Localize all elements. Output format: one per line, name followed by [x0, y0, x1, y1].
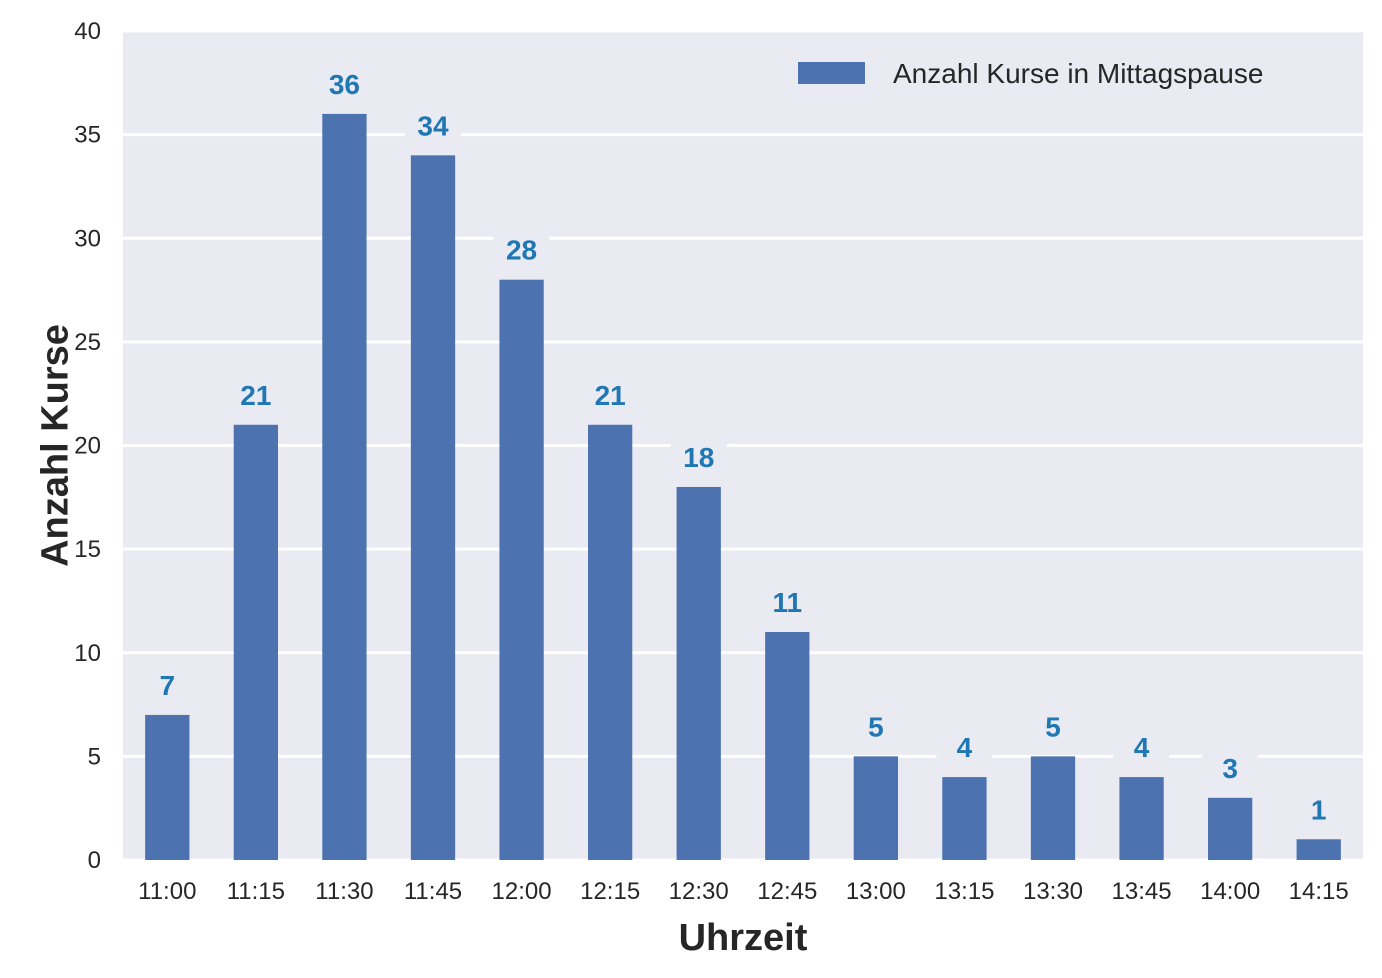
legend: Anzahl Kurse in Mittagspause	[798, 58, 1263, 89]
x-tick-label: 13:00	[846, 878, 906, 905]
bar	[145, 714, 190, 860]
y-tick-label: 25	[74, 329, 101, 356]
bar	[588, 424, 633, 860]
legend-label: Anzahl Kurse in Mittagspause	[893, 58, 1263, 89]
data-label-box	[847, 710, 904, 747]
bar	[322, 113, 367, 860]
bar	[410, 155, 456, 861]
y-tick-label: 40	[74, 18, 101, 45]
bar	[1119, 777, 1164, 860]
data-label: 3	[1222, 753, 1238, 784]
data-label: 36	[329, 69, 360, 100]
data-label: 1	[1311, 794, 1327, 825]
data-label-box	[316, 67, 373, 104]
y-tick-label: 20	[74, 433, 101, 460]
data-label-box	[1025, 710, 1081, 747]
x-tick-label: 12:45	[757, 878, 817, 905]
data-label-box	[227, 378, 284, 415]
y-tick-label: 15	[74, 536, 101, 563]
x-tick-label: 12:30	[669, 878, 729, 905]
legend-swatch	[798, 62, 865, 84]
x-tick-label: 11:45	[404, 878, 462, 905]
data-label: 21	[595, 380, 626, 411]
data-label-box	[493, 233, 550, 270]
data-label-box	[139, 668, 196, 705]
data-label: 4	[1134, 732, 1150, 763]
data-label-box	[1290, 793, 1347, 830]
y-axis-ticks: 0 5 10 15 20 25 30 35 40	[74, 18, 101, 874]
data-label-box	[582, 378, 639, 415]
data-label: 34	[417, 110, 449, 141]
x-tick-label: 13:15	[934, 878, 994, 905]
y-tick-label: 10	[74, 640, 101, 667]
x-tick-label: 12:00	[492, 878, 552, 905]
x-tick-label: 11:30	[315, 878, 373, 905]
x-tick-label: 11:00	[138, 878, 196, 905]
x-axis-title: Uhrzeit	[679, 917, 808, 959]
x-axis-ticks: 11:00 11:15 11:30 11:45 12:00 12:15 12:30 12:45…	[138, 878, 1349, 905]
bar	[233, 424, 278, 860]
x-tick-label: 13:30	[1023, 878, 1083, 905]
x-tick-label: 14:15	[1289, 878, 1349, 905]
x-tick-label: 13:45	[1112, 878, 1172, 905]
data-label: 5	[868, 711, 884, 742]
y-tick-label: 30	[74, 225, 101, 252]
data-label-box	[1113, 731, 1170, 768]
bar-series	[145, 113, 1341, 861]
y-tick-label: 35	[74, 122, 101, 149]
data-label: 18	[683, 442, 714, 473]
bar	[1208, 797, 1253, 860]
bar	[765, 632, 810, 860]
bar	[942, 777, 987, 860]
bar	[499, 279, 544, 860]
y-tick-label: 5	[88, 743, 101, 770]
data-label: 4	[957, 732, 973, 763]
data-label-box	[670, 440, 727, 477]
bar	[853, 756, 898, 860]
data-labels: 7 21 36 34 28 21 18 11 5 4 5 4 3 1	[139, 67, 1347, 830]
data-label: 11	[772, 587, 802, 618]
data-label-box	[405, 109, 461, 146]
y-axis-title: Anzahl Kurse	[34, 324, 76, 567]
x-tick-label: 11:15	[227, 878, 285, 905]
data-label: 7	[159, 670, 175, 701]
bar	[1030, 756, 1076, 860]
data-label: 21	[240, 380, 271, 411]
data-label: 5	[1045, 711, 1061, 742]
data-label-box	[936, 731, 993, 768]
y-tick-label: 0	[88, 847, 101, 874]
bar	[1296, 839, 1341, 860]
data-label-box	[759, 586, 816, 623]
data-label-box	[1202, 751, 1259, 788]
bar	[676, 486, 721, 860]
x-tick-label: 14:00	[1200, 878, 1260, 905]
data-label: 28	[506, 235, 537, 266]
x-tick-label: 12:15	[580, 878, 640, 905]
